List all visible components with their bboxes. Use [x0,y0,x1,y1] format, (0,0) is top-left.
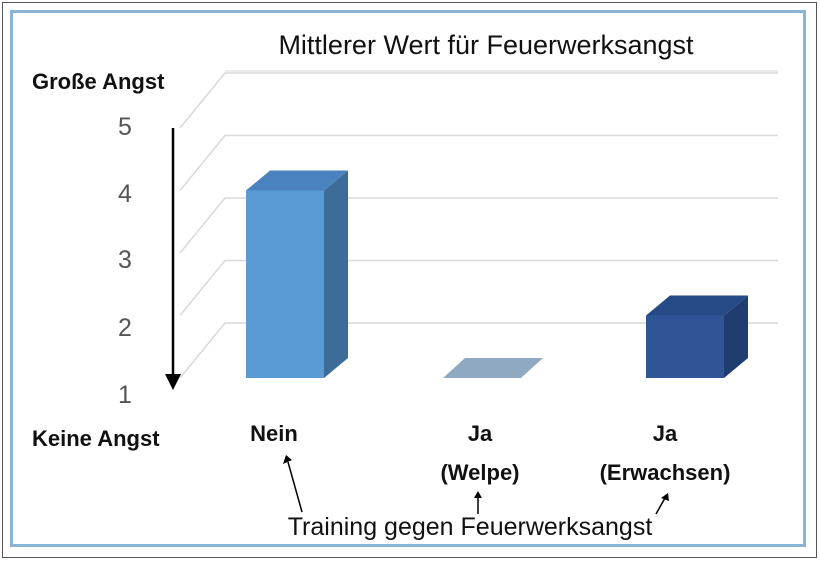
category-label-line1: Ja [653,421,678,446]
pointer-arrows [283,455,669,515]
bar [246,170,348,378]
bar-side [324,170,348,378]
gridline [179,72,778,129]
chart-title: Mittlerer Wert für Feuerwerksangst [278,30,694,60]
scale-arrow-head [165,374,181,390]
pointer-arrow-erwachsen [655,497,666,515]
gridline [179,259,778,316]
bar-top [246,170,348,191]
gridline [179,197,778,254]
bar-side [724,295,748,378]
bar-top [443,358,543,378]
y-label-top: Große Angst [32,69,165,94]
bar-top [646,295,748,316]
gridline [179,322,778,379]
category-label-line2: (Erwachsen) [600,460,731,485]
bar [443,358,543,378]
y-tick-label: 1 [118,381,132,409]
y-label-bottom: Keine Angst [32,426,160,451]
bar-front [646,315,724,378]
category-label-line2: (Welpe) [440,460,519,485]
gridline [179,134,778,191]
bar [646,295,748,378]
bar-front [246,190,324,378]
category-label-line1: Ja [468,421,493,446]
x-axis-title: Training gegen Feuerwerksangst [288,513,653,541]
y-tick-label: 3 [118,246,132,274]
category-labels: Nein Ja (Welpe) Ja (Erwachsen) [250,421,730,485]
pointer-arrowhead-erwachsen [661,493,669,501]
category-label-line1: Nein [250,421,298,446]
y-tick-label: 2 [118,314,132,342]
bars [246,170,748,378]
chart-frame [10,10,806,547]
y-ticks: 1 2 3 4 5 [118,113,132,409]
gridlines [179,70,778,379]
pointer-arrowhead-welpe [474,491,482,498]
y-tick-label: 4 [118,180,132,208]
y-tick-label: 5 [118,113,132,141]
pointer-arrowhead-nein [283,455,292,464]
pointer-arrow-nein [287,461,303,513]
